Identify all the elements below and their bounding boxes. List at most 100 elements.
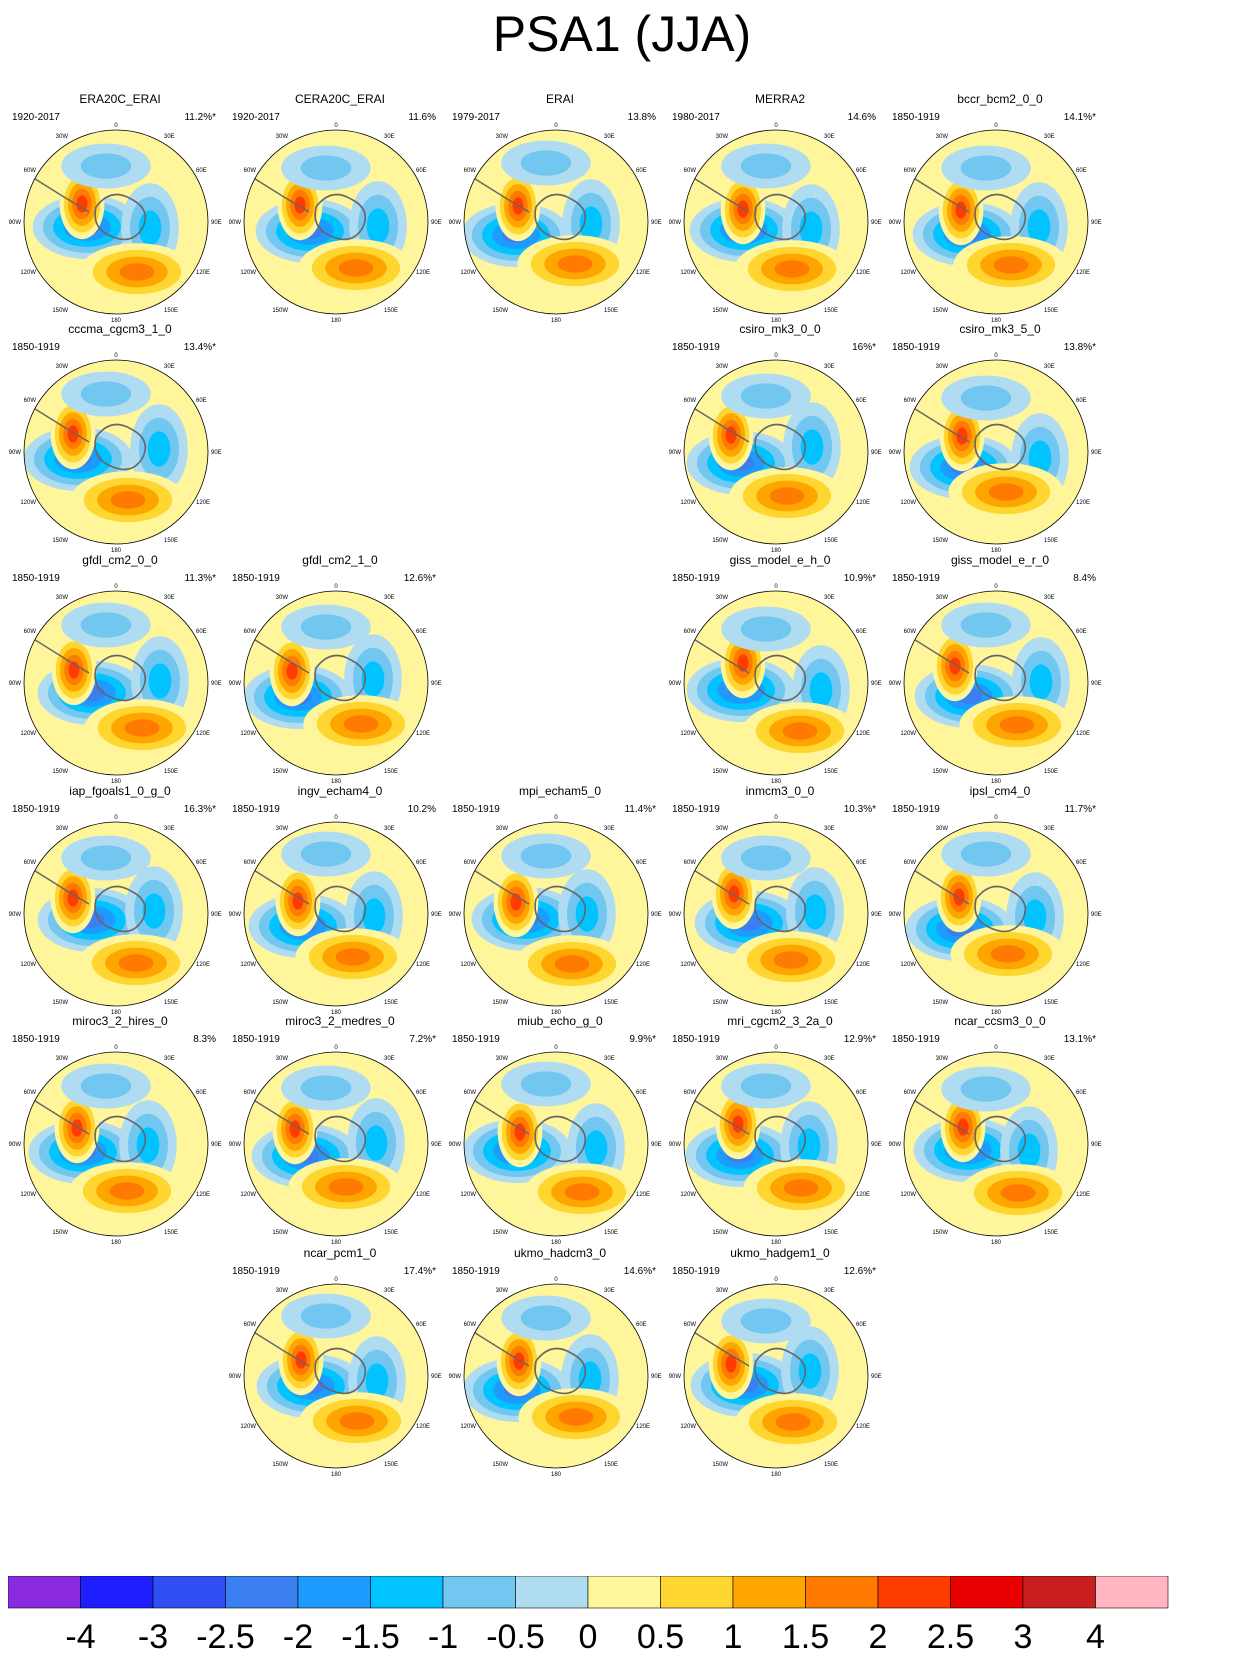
longitude-label: 90W <box>9 912 22 918</box>
south-america-coastline <box>684 401 750 443</box>
longitude-label: 120E <box>856 962 870 968</box>
longitude-label: 60E <box>1076 860 1087 866</box>
polar-map: 0 180 30E 30W 60E 60W 90E 90W 120E 120W 150E 150W <box>449 1277 662 1478</box>
anomaly-contour <box>364 1125 388 1161</box>
longitude-label: 150E <box>164 308 178 314</box>
longitude-label: 60W <box>904 1090 917 1096</box>
longitude-label: 60E <box>636 168 647 174</box>
south-america-coastline <box>904 632 970 674</box>
map-frame <box>903 821 1089 1007</box>
map-frame <box>683 359 869 545</box>
longitude-label: 120W <box>240 731 256 737</box>
longitude-label: 150W <box>52 1000 68 1006</box>
anomaly-contour <box>76 195 88 213</box>
panel-period: 1850-1919 <box>672 573 720 584</box>
panel-period: 1850-1919 <box>892 342 940 353</box>
map-frame <box>463 1051 649 1237</box>
antarctica-coastline <box>314 193 367 241</box>
panel-period: 1920-2017 <box>12 112 60 123</box>
anomaly-contour <box>990 945 1026 963</box>
panel-period: 1850-1919 <box>452 1266 500 1277</box>
anomaly-contour <box>993 256 1029 274</box>
colorbar-swatch <box>442 1576 516 1609</box>
anomaly-contour <box>740 153 792 179</box>
longitude-label: 60W <box>684 629 697 635</box>
longitude-label: 150W <box>712 538 728 544</box>
map-frame <box>23 590 209 776</box>
anomaly-contour <box>80 381 132 407</box>
map-frame <box>243 129 429 315</box>
longitude-label: 120W <box>20 962 36 968</box>
map-frame <box>463 1283 649 1469</box>
colorbar-tick-label: -4 <box>65 1618 95 1656</box>
anomaly-contour <box>1027 209 1051 245</box>
anomaly-contour <box>953 888 965 906</box>
antarctica-coastline <box>314 654 367 702</box>
longitude-label: 90W <box>9 220 22 226</box>
longitude-label: 180 <box>991 1010 1002 1016</box>
longitude-label: 60W <box>684 168 697 174</box>
antarctica-coastline <box>974 1115 1027 1163</box>
longitude-label: 60E <box>856 629 867 635</box>
longitude-label: 120E <box>636 1424 650 1430</box>
anomaly-contour <box>740 1073 792 1099</box>
colorbar-tick-label: 0.5 <box>637 1618 684 1656</box>
anomaly-contour <box>740 383 792 409</box>
map-panel: mri_cgcm2_3_2a_0 1850-1919 12.9%* 0 180 30E 30… <box>664 1014 896 1252</box>
panel-title: miroc3_2_medres_0 <box>285 1014 395 1028</box>
longitude-label: 120E <box>856 1192 870 1198</box>
longitude-label: 60E <box>196 629 207 635</box>
colorbar-swatch <box>225 1576 299 1609</box>
map-panel: miroc3_2_hires_0 1850-1919 8.3% 0 180 30E 30W 6… <box>4 1014 236 1252</box>
antarctica-coastline <box>754 1347 807 1395</box>
longitude-label: 120E <box>196 1192 210 1198</box>
longitude-label: 30E <box>384 1288 395 1294</box>
longitude-label: 60E <box>856 1090 867 1096</box>
anomaly-contour <box>80 845 132 871</box>
longitude-label: 150W <box>712 769 728 775</box>
panel-variance: 12.6%* <box>843 1266 876 1277</box>
panel-title: MERRA2 <box>754 92 805 106</box>
longitude-label: 90W <box>9 450 22 456</box>
panel-variance: 13.4%* <box>183 342 216 353</box>
longitude-label: 30W <box>716 1056 729 1062</box>
south-america-coastline <box>24 863 90 905</box>
anomaly-contour <box>960 155 1012 181</box>
longitude-label: 120E <box>196 270 210 276</box>
anomaly-contour <box>80 1073 132 1099</box>
longitude-label: 150W <box>52 538 68 544</box>
anomaly-contour <box>1023 899 1047 935</box>
panel-variance: 10.2% <box>407 804 436 815</box>
map-panel: gfdl_cm2_0_0 1850-1919 11.3%* 0 180 30E 30W 60E… <box>4 553 236 791</box>
longitude-label: 120E <box>196 962 210 968</box>
longitude-label: 150E <box>164 769 178 775</box>
map-panel: csiro_mk3_0_0 1850-1919 16%* 0 180 30E 30W 60E 6… <box>664 322 896 560</box>
longitude-label: 150E <box>164 1000 178 1006</box>
map-panel: csiro_mk3_5_0 1850-1919 13.8%* 0 180 30E 30W 60… <box>884 322 1116 560</box>
map-frame <box>243 1283 429 1469</box>
longitude-label: 60E <box>636 1090 647 1096</box>
longitude-label: 180 <box>331 1240 342 1246</box>
longitude-label: 180 <box>771 779 782 785</box>
longitude-label: 90E <box>1091 450 1102 456</box>
longitude-label: 120E <box>416 1424 430 1430</box>
longitude-label: 0 <box>774 815 778 821</box>
map-panel: bccr_bcm2_0_0 1850-1919 14.1%* 0 180 30E 30W 60… <box>884 92 1116 330</box>
longitude-label: 120W <box>460 270 476 276</box>
anomaly-contour <box>775 1413 811 1431</box>
south-america-coastline <box>464 171 530 213</box>
anomaly-contour <box>564 1183 600 1201</box>
longitude-label: 0 <box>334 815 338 821</box>
longitude-label: 0 <box>334 1277 338 1283</box>
polar-map: 0 180 30E 30W 60E 60W 90E 90W 120E 120W 150E 150W <box>229 815 442 1016</box>
anomaly-contour <box>773 951 809 969</box>
anomaly-contour <box>361 661 385 697</box>
longitude-label: 30W <box>716 595 729 601</box>
longitude-label: 0 <box>774 584 778 590</box>
longitude-label: 60W <box>904 860 917 866</box>
longitude-label: 30W <box>716 134 729 140</box>
anomaly-contour <box>335 948 371 966</box>
longitude-label: 0 <box>554 1277 558 1283</box>
anomaly-contour <box>119 263 155 281</box>
longitude-label: 150E <box>164 538 178 544</box>
